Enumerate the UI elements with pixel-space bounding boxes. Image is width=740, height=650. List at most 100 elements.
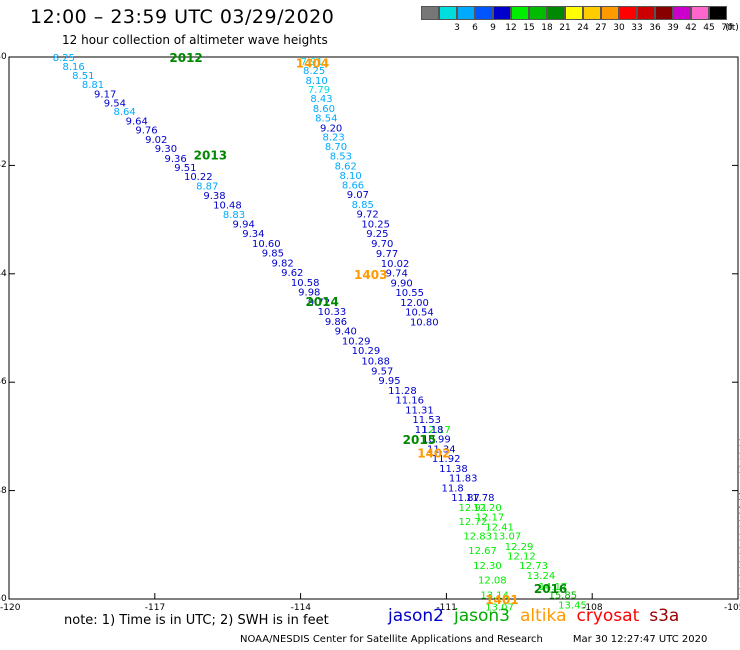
scale-label: 24 [577,23,589,33]
scale-label: 27 [595,23,607,33]
data-point: 13.24 [527,571,556,582]
data-point: 11.28 [388,386,417,397]
data-point: 11.31 [405,405,434,416]
data-point: 14.2 [738,573,740,584]
data-point: 8.43 [310,94,332,105]
data-point: 12.73 [519,561,548,572]
data-point: 9.51 [174,163,196,174]
scale-label: 3 [454,23,460,33]
chart-marks: 8.258.168.518.819.179.548.649.649.769.02… [8,51,740,614]
scale-label: 6 [472,23,478,33]
track-label: 1404 [296,56,329,70]
scale-label: 15 [523,23,535,33]
scale-swatch [421,6,439,20]
data-point: 12.91 [459,503,488,514]
legend-item-altika: altika [520,606,567,626]
legend-item-jason3: jason3 [454,606,510,626]
data-point: 11.53 [412,415,441,426]
data-point: 11.18 [415,425,444,436]
data-point: 8.25 [53,53,75,64]
y-tick-label: -42 [0,160,7,171]
data-point: 8.83 [223,210,245,221]
data-point: 9.57 [371,366,393,377]
data-point: 9.07 [347,190,369,201]
scale-swatch [673,6,691,20]
track-label: 1403 [354,268,387,282]
data-point: 11.92 [432,454,461,465]
scale-swatch [511,6,529,20]
scale-label: 42 [685,23,697,33]
data-point: 10.99 [422,435,451,446]
data-point: 10.29 [352,346,381,357]
y-tick-label: -40 [0,52,7,62]
data-point: 12. [738,519,740,530]
data-point: 13.14 [480,591,509,602]
scale-label: 9 [490,23,496,33]
data-point: 9.77 [376,249,398,260]
data-point: 9.54 [104,99,126,110]
x-tick-label: -111 [436,603,457,613]
data-point: 9.70 [371,239,393,250]
track-label: 1401 [485,593,518,607]
data-point: 9.40 [335,327,357,338]
data-point: 8.85 [352,200,374,211]
chart-subtitle: 12 hour collection of altimeter wave hei… [62,33,328,47]
data-point: 12.17 [476,513,505,524]
data-point: 12.41 [485,522,514,533]
data-point: 9.98 [298,288,320,299]
data-point: 11. [738,492,740,503]
scale-swatch [547,6,565,20]
data-point: 12 [738,438,740,449]
track-label: 2012 [169,51,202,65]
chart-title: 12:00 – 23:59 UTC 03/29/2020 [30,6,335,28]
data-point: 8.66 [342,180,364,191]
x-tick-label: -108 [582,603,603,613]
data-point: 12.83 [463,532,492,543]
data-point: 11.16 [395,396,424,407]
scale-swatch [493,6,511,20]
legend-item-jason2: jason2 [388,606,444,626]
data-point: 8.60 [313,104,335,115]
data-point: 13.07 [493,532,522,543]
legend-item-cryosat: cryosat [576,606,640,626]
data-point: 11.87 [451,493,480,504]
data-point: 8.23 [322,133,344,144]
data-point: 9.17 [94,89,116,100]
data-point: 8.64 [113,107,135,118]
data-point: 8.70 [325,142,347,153]
data-point: 14.2 [738,533,740,544]
data-point: 7.79 [308,85,330,96]
data-point: 8.54 [315,114,337,125]
track-label: 2014 [305,295,338,309]
y-tick-label: -48 [0,485,7,496]
data-point: 12.67 [468,546,497,557]
data-point: 14.7 [738,587,740,598]
track-label: 2013 [194,149,227,163]
data-point: 9.20 [320,123,342,134]
data-point: 9.86 [325,317,347,328]
x-tick-label: -120 [0,603,21,613]
scale-label: 18 [541,23,553,33]
scale-label: 12 [505,23,517,33]
data-point: 13.2 [738,560,740,571]
data-point: 11. [738,506,740,517]
data-point: 8.62 [335,161,357,172]
satellite-legend: jason2 jason3 altika cryosat s3a [388,606,689,626]
scale-unit: (ft) [725,23,739,33]
data-point: 9.95 [378,376,400,387]
scale-swatch [475,6,493,20]
scale-label: 36 [649,23,661,33]
data-point: 12.00 [400,298,429,309]
data-point: 10.48 [213,200,242,211]
data-point: 11.83 [449,474,478,485]
data-point: 10.29 [342,336,371,347]
scale-swatch [529,6,547,20]
data-point: 9.30 [155,144,177,155]
data-point: 10.02 [381,259,410,270]
data-point: 12.12 [507,552,536,563]
scale-label: 21 [559,23,571,33]
data-point: 13.45 [558,600,587,611]
data-point: 9.90 [391,278,413,289]
data-point: 11.38 [439,464,468,475]
